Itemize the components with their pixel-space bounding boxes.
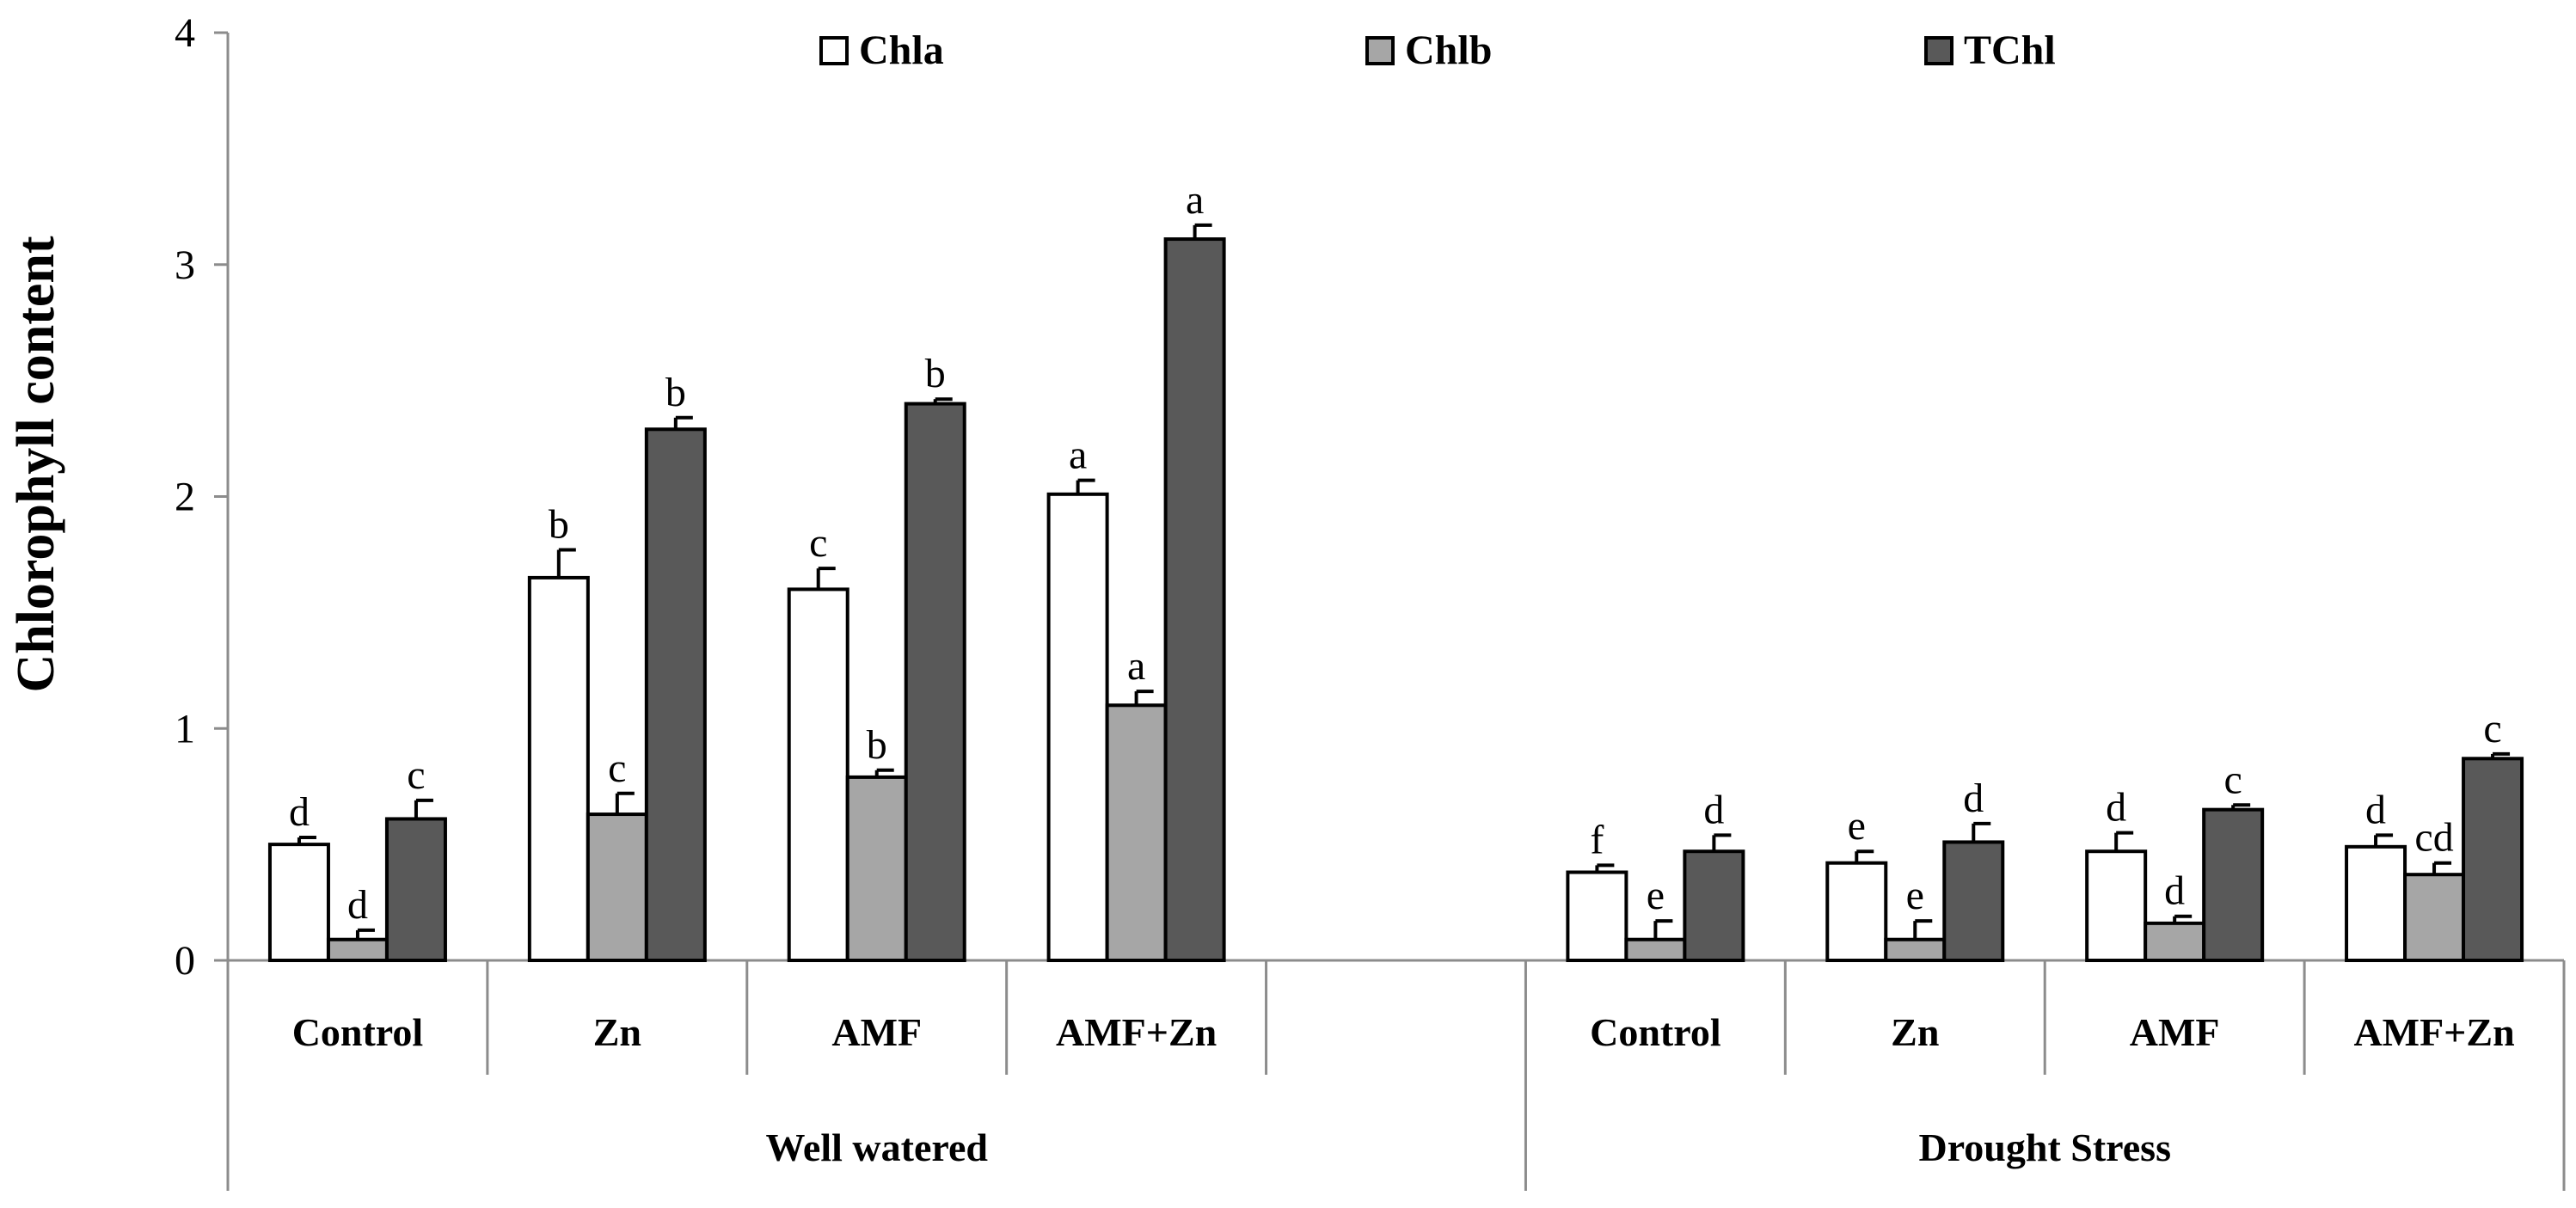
category-label: AMF <box>831 1010 922 1054</box>
bar-chla <box>2345 844 2407 963</box>
y-tick-label: 1 <box>175 706 195 751</box>
y-tick-label: 4 <box>175 10 195 56</box>
legend-label: TChl <box>1964 28 2056 73</box>
bar-chlb <box>1105 703 1168 963</box>
bar-chlb <box>1884 937 1947 963</box>
bar-chla <box>2085 849 2148 963</box>
y-tick-label: 0 <box>175 938 195 984</box>
bar-chlb <box>2403 873 2466 963</box>
significance-letter: b <box>549 502 569 548</box>
significance-letter: c <box>809 520 827 566</box>
significance-letter: d <box>347 882 368 928</box>
bar-tchl <box>1942 840 2005 962</box>
bar-tchl <box>904 402 966 963</box>
significance-letter: c <box>608 745 626 791</box>
bar-tchl <box>1163 237 1226 962</box>
significance-letter: d <box>2365 787 2386 832</box>
legend-label: Chlb <box>1405 28 1492 73</box>
bar-chlb <box>586 812 648 962</box>
bar-chla <box>527 575 590 962</box>
category-label: Control <box>292 1010 424 1054</box>
bar-chla <box>1825 861 1888 963</box>
bar-tchl <box>384 817 447 963</box>
bar-chla <box>267 843 330 962</box>
significance-letter: c <box>407 752 425 798</box>
group-label: Drought Stress <box>1918 1125 2171 1169</box>
bar-chla <box>1566 870 1628 962</box>
legend-swatch-chla <box>819 36 849 65</box>
bar-chlb <box>845 775 908 963</box>
bar-tchl <box>644 427 707 962</box>
bar-chlb <box>1624 937 1687 963</box>
significance-letter: d <box>1963 776 1984 821</box>
group-label: Well watered <box>765 1125 988 1169</box>
significance-letter: d <box>289 789 310 835</box>
y-tick-label: 2 <box>175 475 195 520</box>
y-axis-label: Chlorophyll content <box>7 236 65 692</box>
significance-letter: a <box>1127 643 1145 689</box>
bar-tchl <box>1683 849 1745 963</box>
significance-letter: b <box>867 722 887 768</box>
significance-letter: e <box>1848 803 1866 849</box>
bar-tchl <box>2202 807 2265 962</box>
significance-letter: a <box>1186 177 1204 223</box>
significance-letter: a <box>1069 432 1087 478</box>
y-tick-label: 3 <box>175 242 195 288</box>
legend: Chla Chlb TChl <box>819 28 2056 73</box>
legend-swatch-tchl <box>1924 36 1953 65</box>
category-label: Control <box>1590 1010 1721 1054</box>
category-label: Zn <box>593 1010 641 1054</box>
category-label: AMF <box>2130 1010 2220 1054</box>
significance-letter: e <box>1647 873 1665 918</box>
significance-letter: d <box>2164 868 2185 914</box>
significance-letter: d <box>1703 787 1724 832</box>
bar-tchl <box>2462 757 2524 962</box>
category-label: Zn <box>1891 1010 1939 1054</box>
significance-letter: b <box>665 370 686 415</box>
significance-letter: f <box>1590 817 1604 862</box>
category-label: AMF+Zn <box>1056 1010 1217 1054</box>
significance-letter: c <box>2224 757 2242 802</box>
significance-letter: d <box>2106 785 2126 831</box>
legend-swatch-chlb <box>1365 36 1395 65</box>
significance-letter: cd <box>2414 815 2453 861</box>
significance-letter: c <box>2483 706 2501 751</box>
bar-chlb <box>2144 921 2206 962</box>
significance-letter: b <box>925 351 946 396</box>
axes: 0 1 2 3 4 Control Zn AMF AMF+Zn Control Zn AMF AMF+Z… <box>175 10 2566 1191</box>
bar-chla <box>787 587 849 963</box>
bar-chlb <box>326 937 389 963</box>
legend-label: Chla <box>859 28 944 73</box>
significance-letter: e <box>1906 873 1924 918</box>
bar-chla <box>1046 492 1109 962</box>
category-label: AMF+Zn <box>2353 1010 2514 1054</box>
